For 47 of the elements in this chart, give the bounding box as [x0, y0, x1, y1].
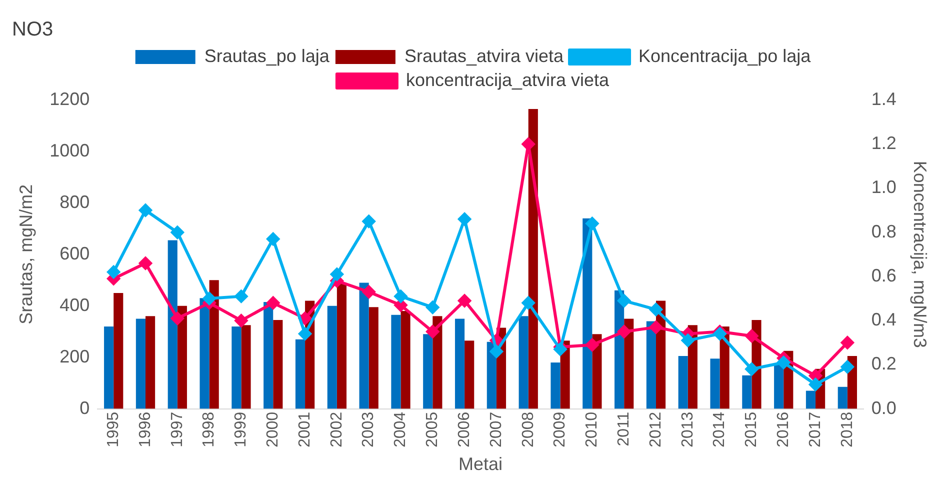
y-tick-label: 0 [80, 398, 90, 418]
y2-tick-label: 0.8 [871, 221, 896, 242]
x-tick-label: 2013 [679, 412, 696, 448]
y2-tick-label: 0.6 [871, 265, 896, 286]
y-tick-label: 1200 [50, 88, 90, 109]
x-tick-label: 1999 [232, 412, 250, 448]
legend-label: koncentracija_atvira vieta [406, 70, 610, 90]
x-axis-title: Metai [458, 454, 503, 474]
y2-axis-title: Koncentracija, mgN/m3 [910, 160, 930, 348]
x-tick-label: 2017 [806, 412, 824, 448]
x-tick-label: 2000 [264, 412, 282, 448]
y2-tick-label: 0.0 [871, 398, 896, 418]
y-tick-label: 1000 [50, 140, 90, 160]
x-tick-label: 2010 [584, 412, 601, 448]
y-axis-title: Srautas, mgN/m2 [16, 184, 36, 324]
x-tick-label: 1996 [136, 412, 154, 448]
y2-tick-label: 1.2 [871, 133, 896, 154]
y-tick-label: 200 [60, 346, 90, 366]
y2-tick-label: 1.4 [871, 88, 896, 109]
x-tick-label: 2009 [552, 412, 569, 448]
x-tick-label: 2002 [328, 412, 346, 448]
y2-tick-label: 0.2 [871, 354, 896, 374]
chart-title: NO3 [12, 18, 54, 41]
y-tick-label: 600 [60, 243, 90, 264]
x-tick-label: 2018 [838, 412, 856, 448]
x-tick-label: 2005 [424, 412, 442, 448]
x-tick-label: 2001 [296, 412, 314, 448]
y2-tick-label: 1.0 [871, 177, 896, 198]
legend-label: Koncentracija_po laja [638, 46, 812, 66]
x-tick-label: 2012 [647, 412, 664, 448]
x-tick-label: 2006 [456, 412, 473, 448]
y-tick-label: 800 [60, 192, 90, 212]
x-tick-label: 1997 [168, 412, 186, 448]
x-tick-label: 2008 [520, 412, 537, 448]
legend-label: Srautas_po laja [204, 46, 330, 66]
y-tick-label: 400 [60, 294, 90, 315]
x-tick-label: 2015 [743, 412, 760, 448]
x-tick-label: 1998 [200, 412, 218, 448]
legend-label: Srautas_atvira vieta [404, 46, 565, 66]
y2-tick-label: 0.4 [871, 310, 896, 330]
x-tick-label: 2004 [392, 412, 410, 448]
x-tick-label: 2007 [488, 412, 505, 448]
x-tick-label: 2003 [360, 412, 378, 448]
x-tick-label: 2016 [775, 412, 792, 448]
x-tick-label: 2011 [615, 412, 632, 446]
x-tick-label: 1995 [105, 412, 122, 448]
x-tick-label: 2014 [711, 412, 728, 448]
